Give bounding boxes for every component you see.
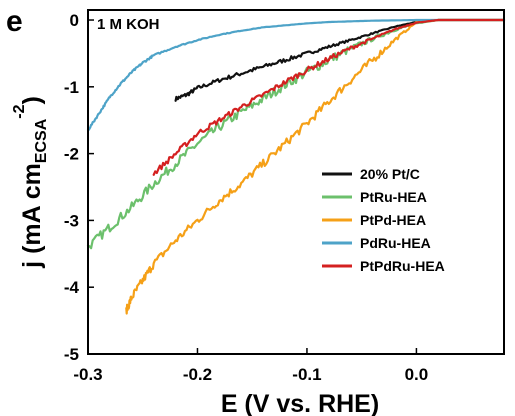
electrolyte-annotation: 1 M KOH [97, 16, 160, 33]
x-tick-label: -0.2 [183, 365, 212, 384]
legend-label: PdRu-HEA [360, 235, 431, 251]
legend-label: 20% Pt/C [360, 166, 420, 182]
x-tick-label: -0.3 [73, 365, 102, 384]
plot-area [86, 18, 506, 315]
y-tick-label: 0 [70, 11, 79, 30]
legend-label: PtPd-HEA [360, 212, 426, 228]
series-line-3 [86, 18, 506, 131]
y-axis-title: j (mA cmECSA -2) [11, 96, 50, 269]
series-line-0 [174, 18, 506, 102]
y-axis-title-subscript: ECSA [33, 118, 50, 163]
y-tick-label: -5 [64, 345, 79, 364]
y-axis: -5 -4 -3 -2 -1 0 [64, 11, 94, 364]
series-line-4 [152, 18, 506, 176]
panel-label: e [6, 5, 23, 38]
legend-label: PtPdRu-HEA [360, 258, 445, 274]
y-axis-title-main: j (mA cm [18, 163, 46, 269]
legend: 20% Pt/C PtRu-HEA PtPd-HEA PdRu-HEA PtPdRu-H… [322, 166, 445, 274]
x-tick-label: 0.0 [405, 365, 429, 384]
y-axis-title-close: ) [18, 96, 46, 104]
y-axis-title-superscript: -2 [11, 104, 28, 118]
legend-label: PtRu-HEA [360, 189, 427, 205]
y-tick-label: -4 [64, 278, 80, 297]
x-axis: -0.3 -0.2 -0.1 0.0 [73, 348, 428, 384]
y-tick-label: -1 [64, 78, 79, 97]
series-line-1 [86, 18, 506, 250]
x-tick-label: -0.1 [292, 365, 321, 384]
series-line-2 [125, 18, 506, 315]
x-axis-title: E (V vs. RHE) [221, 390, 379, 416]
plot-frame [87, 9, 505, 355]
y-tick-label: -2 [64, 145, 79, 164]
y-tick-label: -3 [64, 211, 79, 230]
